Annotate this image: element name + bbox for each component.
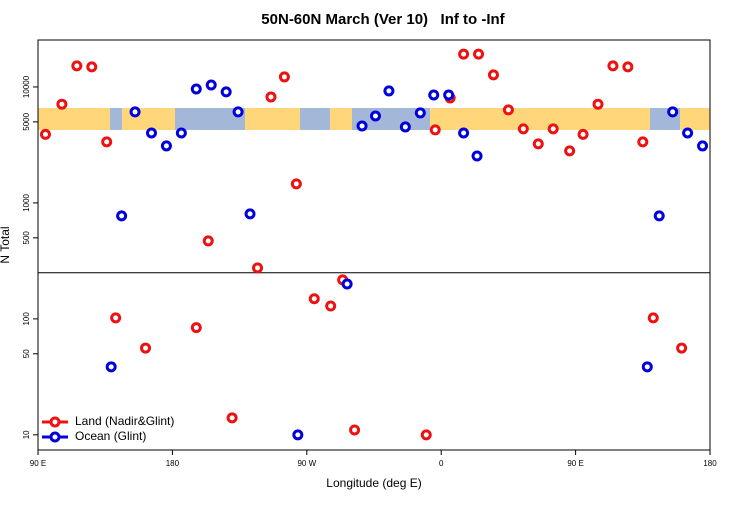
point bbox=[71, 60, 83, 72]
point bbox=[473, 48, 485, 60]
point bbox=[226, 412, 238, 424]
x-tick-label: 90 E bbox=[30, 459, 46, 468]
point bbox=[676, 342, 688, 354]
point bbox=[110, 312, 122, 324]
point bbox=[428, 89, 440, 101]
point bbox=[356, 120, 368, 132]
point bbox=[637, 136, 649, 148]
point bbox=[487, 69, 499, 81]
point bbox=[308, 293, 320, 305]
y-tick-label: 5000 bbox=[22, 112, 31, 130]
map-land bbox=[430, 108, 650, 130]
point bbox=[399, 121, 411, 133]
chart-title: 50N-60N March (Ver 10) Inf to -Inf bbox=[261, 11, 505, 28]
point bbox=[86, 61, 98, 73]
point bbox=[592, 98, 604, 110]
point bbox=[290, 178, 302, 190]
point bbox=[547, 123, 559, 135]
x-tick-label: 180 bbox=[703, 459, 717, 468]
point bbox=[278, 71, 290, 83]
point bbox=[220, 86, 232, 98]
point bbox=[458, 48, 470, 60]
point bbox=[116, 210, 128, 222]
y-tick-label: 100 bbox=[22, 312, 31, 326]
x-tick-label: 90 W bbox=[297, 459, 316, 468]
point bbox=[697, 140, 709, 152]
legend-marker bbox=[49, 431, 61, 443]
y-tick-label: 10 bbox=[22, 430, 31, 439]
point bbox=[443, 89, 455, 101]
point bbox=[140, 342, 152, 354]
point bbox=[145, 127, 157, 139]
x-tick-label: 90 E bbox=[567, 459, 583, 468]
point bbox=[265, 91, 277, 103]
point bbox=[517, 123, 529, 135]
point bbox=[101, 136, 113, 148]
point bbox=[39, 128, 51, 140]
legend-label: Ocean (Glint) bbox=[75, 429, 146, 443]
point bbox=[682, 127, 694, 139]
point bbox=[244, 208, 256, 220]
point bbox=[653, 210, 665, 222]
point bbox=[202, 235, 214, 247]
point bbox=[383, 85, 395, 97]
legend-marker bbox=[49, 416, 61, 428]
y-tick-label: 10000 bbox=[22, 75, 31, 98]
point bbox=[205, 79, 217, 91]
y-axis-label: N Total bbox=[0, 226, 12, 263]
x-axis-label: Longitude (deg E) bbox=[326, 476, 421, 490]
point bbox=[369, 110, 381, 122]
point bbox=[292, 429, 304, 441]
map-land bbox=[38, 108, 110, 130]
point bbox=[429, 124, 441, 136]
point bbox=[325, 300, 337, 312]
x-tick-label: 0 bbox=[439, 459, 444, 468]
point bbox=[160, 140, 172, 152]
point bbox=[190, 83, 202, 95]
point bbox=[502, 104, 514, 116]
point bbox=[577, 128, 589, 140]
point bbox=[458, 127, 470, 139]
point bbox=[532, 138, 544, 150]
map-land bbox=[680, 108, 710, 130]
point bbox=[622, 61, 634, 73]
map-land bbox=[330, 108, 352, 130]
point bbox=[414, 107, 426, 119]
point bbox=[564, 145, 576, 157]
point bbox=[647, 312, 659, 324]
point bbox=[232, 106, 244, 118]
point bbox=[105, 361, 117, 373]
point bbox=[667, 106, 679, 118]
plot-frame bbox=[37, 39, 711, 451]
point bbox=[56, 98, 68, 110]
point bbox=[252, 262, 264, 274]
point bbox=[349, 424, 361, 436]
y-tick-label: 50 bbox=[22, 349, 31, 358]
legend-label: Land (Nadir&Glint) bbox=[75, 414, 174, 428]
map-land bbox=[245, 108, 300, 130]
point bbox=[341, 278, 353, 290]
y-tick-label: 500 bbox=[22, 231, 31, 245]
point bbox=[190, 322, 202, 334]
point bbox=[175, 127, 187, 139]
point bbox=[420, 429, 432, 441]
point bbox=[607, 60, 619, 72]
point bbox=[471, 150, 483, 162]
point bbox=[641, 361, 653, 373]
point bbox=[129, 106, 141, 118]
x-tick-label: 180 bbox=[166, 459, 180, 468]
y-tick-label: 1000 bbox=[22, 193, 31, 211]
